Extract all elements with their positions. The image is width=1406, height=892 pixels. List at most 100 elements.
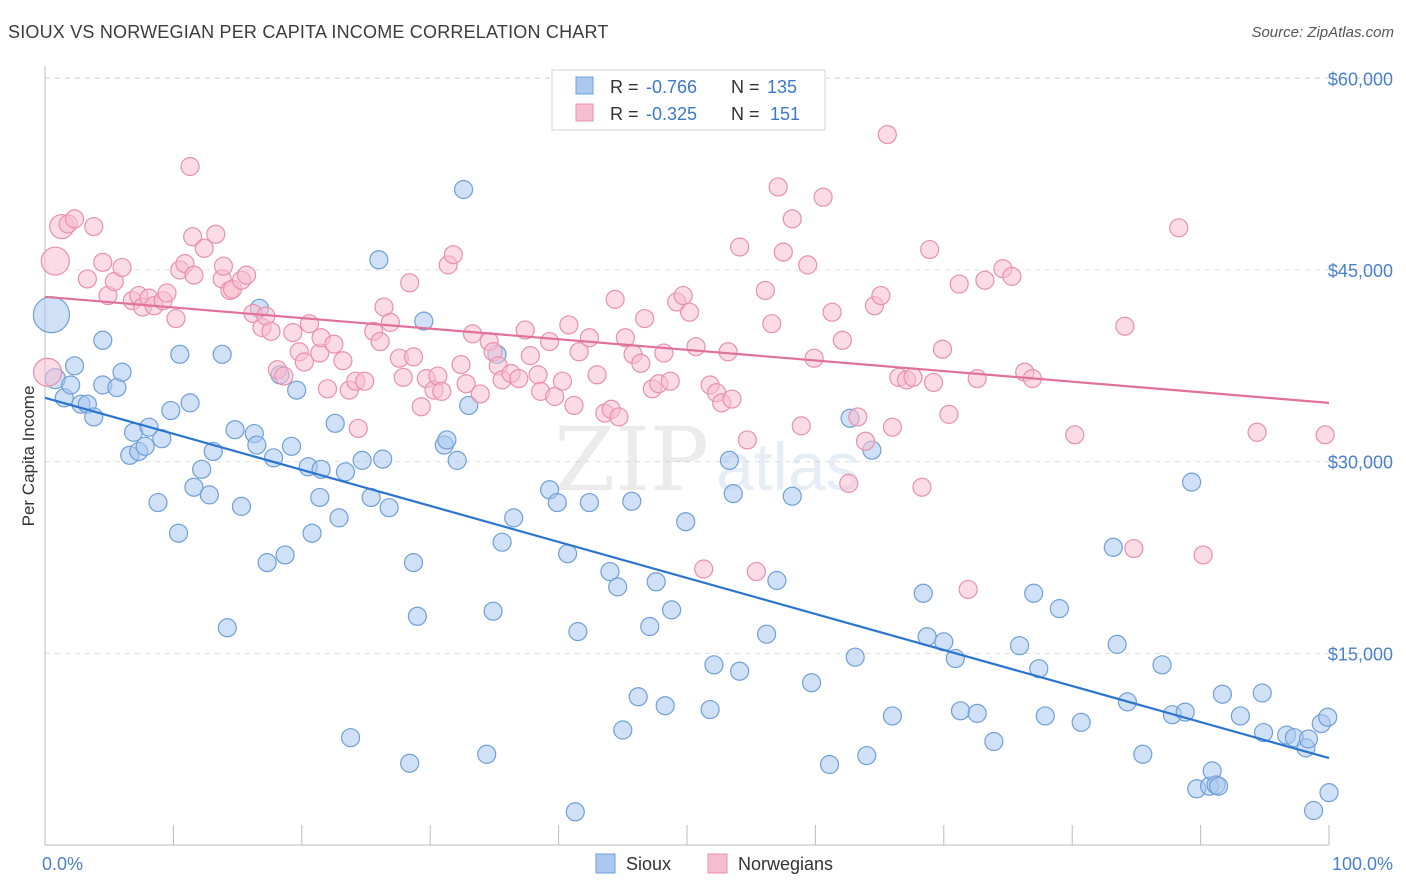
data-point <box>1303 800 1324 821</box>
data-point <box>704 655 724 675</box>
data-point <box>1152 655 1172 675</box>
data-point <box>949 274 969 294</box>
data-point <box>767 570 787 591</box>
bottom-legend-swatch-sioux <box>595 853 616 874</box>
data-point <box>400 753 420 773</box>
data-point <box>913 583 933 603</box>
top-legend: R = -0.766 N = 135 R = -0.325 N = 151 <box>551 69 826 131</box>
data-point <box>605 289 625 309</box>
data-point <box>1193 545 1213 565</box>
data-point <box>528 365 548 385</box>
data-point <box>112 362 132 382</box>
data-point <box>112 257 132 278</box>
data-point <box>967 703 987 723</box>
data-point <box>882 706 903 726</box>
data-point <box>369 250 389 270</box>
data-point <box>456 374 476 394</box>
data-point <box>631 353 651 373</box>
data-point <box>660 371 680 391</box>
data-point <box>93 330 113 350</box>
trend-line <box>44 396 1330 760</box>
legend-n-label-sioux: N = <box>731 77 760 97</box>
data-point <box>64 356 85 376</box>
data-point <box>287 380 307 400</box>
data-point <box>845 647 865 667</box>
data-point <box>443 245 463 265</box>
data-point <box>261 321 281 341</box>
data-point <box>93 252 113 272</box>
data-point <box>608 577 628 597</box>
tick-labels: $15,000 $30,000 $45,000 $60,000 0.0% 100.0% <box>42 69 1393 874</box>
data-point <box>437 430 457 450</box>
data-point <box>1049 599 1069 619</box>
legend-swatch-norwegians <box>575 103 594 122</box>
legend-n-value-sioux: 135 <box>767 77 797 97</box>
data-point <box>335 462 356 482</box>
data-point <box>1247 422 1267 442</box>
data-point <box>294 352 314 372</box>
data-point <box>1252 683 1272 703</box>
data-point <box>1107 634 1127 654</box>
data-point <box>1182 472 1202 492</box>
data-point <box>1002 266 1022 286</box>
data-point <box>247 435 267 455</box>
data-point <box>609 407 629 427</box>
data-point <box>857 745 877 766</box>
data-point <box>782 486 802 506</box>
y-tick-label: $30,000 <box>1328 453 1393 473</box>
data-point <box>1298 729 1319 749</box>
data-point <box>355 371 375 391</box>
data-point <box>877 124 897 145</box>
data-point <box>213 256 234 276</box>
data-point <box>310 487 330 508</box>
data-point <box>183 227 203 247</box>
data-point <box>283 323 303 343</box>
data-point <box>984 731 1004 752</box>
data-point <box>370 331 390 352</box>
data-point <box>932 339 953 359</box>
data-point <box>84 216 104 237</box>
trend-line <box>44 295 1330 404</box>
data-point <box>1315 425 1335 445</box>
axes <box>44 66 1330 846</box>
data-point <box>848 407 868 427</box>
data-point <box>569 342 589 362</box>
data-point <box>348 418 368 439</box>
data-point <box>40 246 70 276</box>
data-point <box>340 728 361 748</box>
data-point <box>730 661 750 681</box>
legend-r-value-sioux: -0.766 <box>646 77 697 97</box>
data-point <box>855 431 876 451</box>
data-point <box>477 744 497 764</box>
legend-swatch-sioux <box>575 76 594 95</box>
data-point <box>302 523 322 543</box>
data-point <box>540 331 560 352</box>
data-point <box>722 389 742 409</box>
bottom-legend: Sioux Norwegians <box>595 853 833 874</box>
data-point <box>1103 537 1123 557</box>
data-point <box>1133 744 1153 764</box>
legend-r-label-sioux: R = <box>610 77 639 97</box>
data-point <box>1035 706 1055 726</box>
data-point <box>545 386 565 407</box>
data-point <box>192 459 212 479</box>
bottom-legend-swatch-norwegians <box>707 853 728 874</box>
data-point <box>923 372 944 393</box>
data-point <box>157 283 177 303</box>
data-point <box>257 553 277 573</box>
watermark: ZIP atlas <box>554 408 860 511</box>
data-point <box>206 224 226 244</box>
data-point <box>737 430 757 450</box>
data-point <box>333 351 353 371</box>
y-tick-label: $60,000 <box>1328 69 1393 89</box>
data-point <box>212 344 232 364</box>
data-point <box>407 606 427 626</box>
data-point <box>135 436 155 456</box>
data-point <box>832 330 852 350</box>
data-point <box>1115 316 1135 336</box>
data-point <box>32 296 71 334</box>
data-point <box>813 187 833 207</box>
y-tick-label: $15,000 <box>1328 644 1393 664</box>
data-point <box>773 242 793 262</box>
data-point <box>1124 538 1144 559</box>
